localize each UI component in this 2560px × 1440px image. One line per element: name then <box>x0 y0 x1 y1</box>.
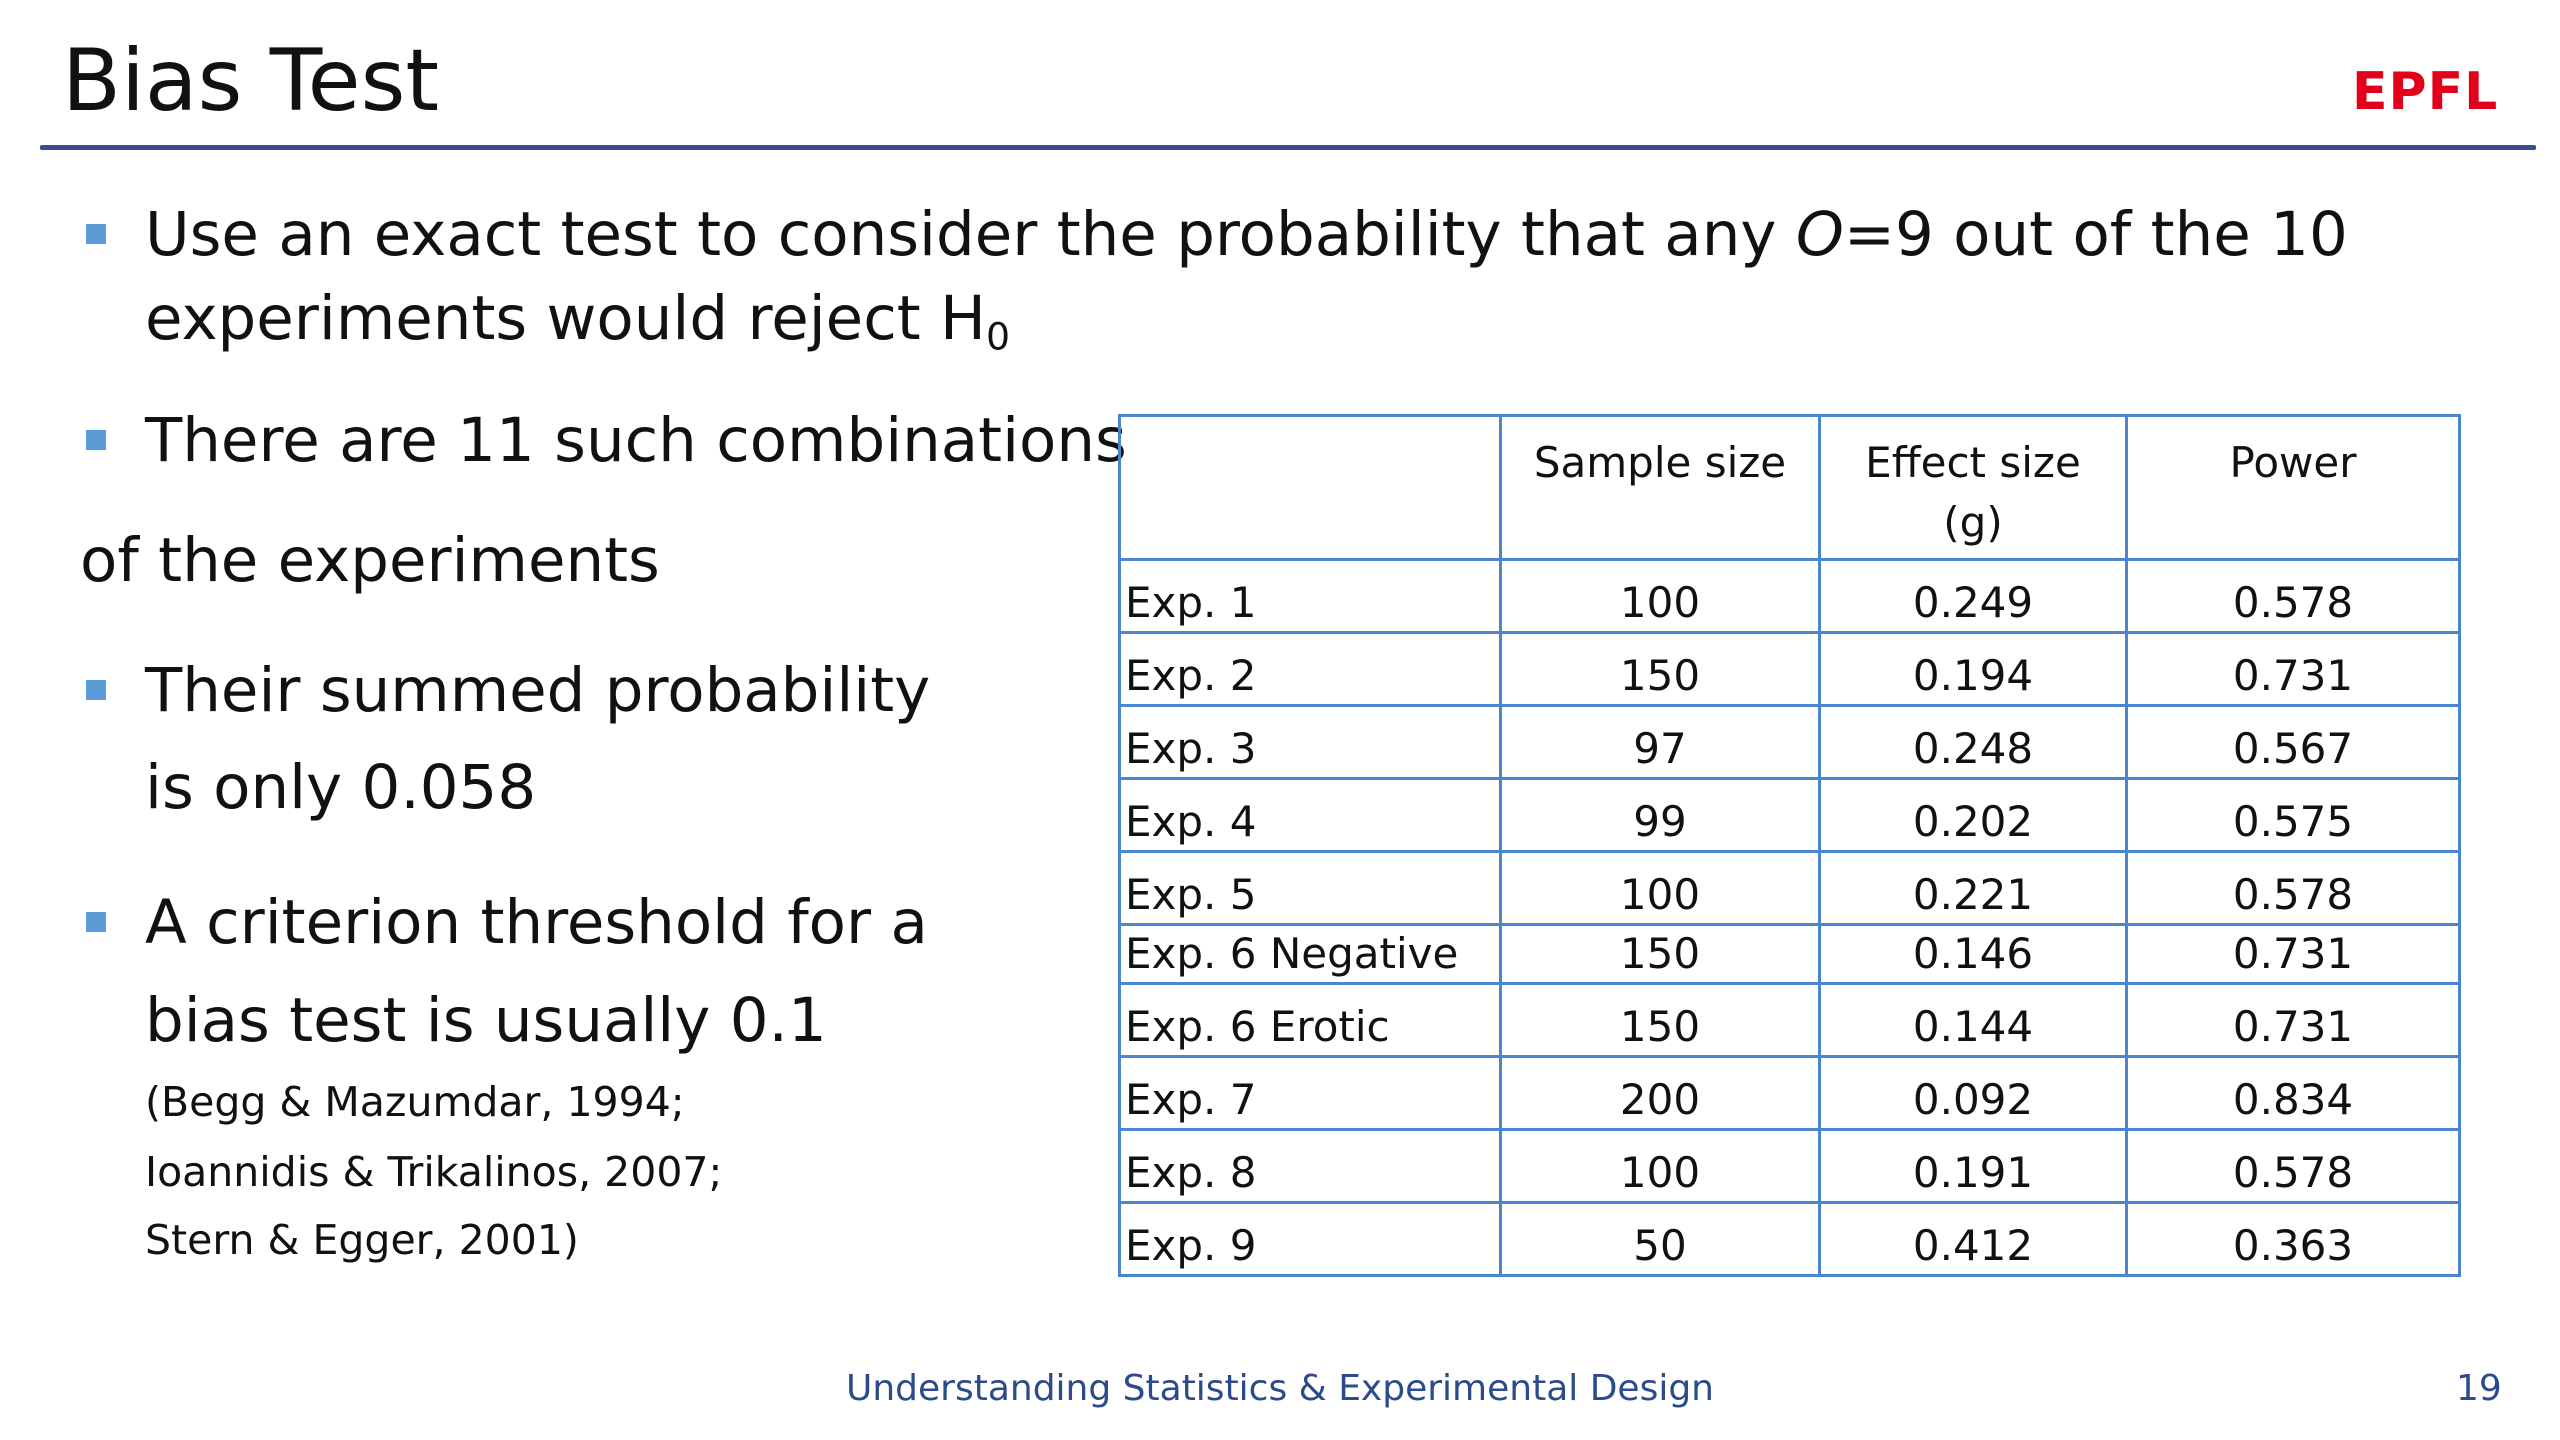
table-row: Exp. 4 99 0.202 0.575 <box>1118 777 2461 853</box>
cell-power: 0.731 <box>2125 923 2461 985</box>
cell-experiment: Exp. 8 <box>1118 1128 1502 1204</box>
cell-sample-size: 150 <box>1499 923 1821 985</box>
bullet-2-line-2: of the experiments <box>80 525 660 596</box>
cell-experiment: Exp. 3 <box>1118 704 1502 780</box>
table-row: Exp. 2 150 0.194 0.731 <box>1118 631 2461 707</box>
cell-effect-size: 0.092 <box>1818 1055 2128 1131</box>
bullet-marker <box>86 224 106 244</box>
bullet-marker <box>86 912 106 932</box>
slide-title: Bias Test <box>62 31 440 131</box>
cell-power: 0.363 <box>2125 1201 2461 1277</box>
cell-power: 0.731 <box>2125 631 2461 707</box>
cell-experiment: Exp. 7 <box>1118 1055 1502 1131</box>
cell-effect-size: 0.248 <box>1818 704 2128 780</box>
table-row: Exp. 7 200 0.092 0.834 <box>1118 1055 2461 1131</box>
cell-sample-size: 100 <box>1499 850 1821 926</box>
cell-effect-size: 0.194 <box>1818 631 2128 707</box>
cell-experiment: Exp. 1 <box>1118 558 1502 634</box>
bullet-marker <box>86 680 106 700</box>
table-row: Exp. 6 Erotic 150 0.144 0.731 <box>1118 982 2461 1058</box>
cell-effect-size: 0.412 <box>1818 1201 2128 1277</box>
bullet-1-line-1: Use an exact test to consider the probab… <box>145 199 2348 270</box>
header-power: Power <box>2125 414 2461 561</box>
cell-experiment: Exp. 5 <box>1118 850 1502 926</box>
cell-power: 0.567 <box>2125 704 2461 780</box>
reference-line-1: (Begg & Mazumdar, 1994; <box>145 1078 685 1126</box>
cell-power: 0.578 <box>2125 558 2461 634</box>
page-number: 19 <box>2456 1368 2502 1409</box>
bullet-3-line-1: Their summed probability <box>145 655 931 726</box>
cell-sample-size: 100 <box>1499 1128 1821 1204</box>
bullet-4-line-2: bias test is usually 0.1 <box>145 985 827 1056</box>
reference-line-2: Ioannidis & Trikalinos, 2007; <box>145 1148 723 1196</box>
experiments-table: Sample size Effect size (g) Power Exp. 1… <box>1118 414 2461 1277</box>
cell-effect-size: 0.249 <box>1818 558 2128 634</box>
cell-experiment: Exp. 6 Negative <box>1118 923 1502 985</box>
title-divider <box>40 145 2536 150</box>
cell-sample-size: 99 <box>1499 777 1821 853</box>
table-row: Exp. 6 Negative 150 0.146 0.731 <box>1118 923 2461 985</box>
cell-sample-size: 150 <box>1499 631 1821 707</box>
cell-effect-size: 0.221 <box>1818 850 2128 926</box>
bullet-2-line-1: There are 11 such combinations <box>145 405 1127 476</box>
table-header-row: Sample size Effect size (g) Power <box>1118 414 2461 561</box>
reference-line-3: Stern & Egger, 2001) <box>145 1216 579 1264</box>
footer-course-title: Understanding Statistics & Experimental … <box>845 1368 1714 1409</box>
table-row: Exp. 8 100 0.191 0.578 <box>1118 1128 2461 1204</box>
bullet-1-line-2: experiments would reject H0 <box>145 283 1010 359</box>
cell-sample-size: 200 <box>1499 1055 1821 1131</box>
cell-effect-size: 0.191 <box>1818 1128 2128 1204</box>
cell-effect-size: 0.202 <box>1818 777 2128 853</box>
table-row: Exp. 5 100 0.221 0.578 <box>1118 850 2461 926</box>
table-row: Exp. 3 97 0.248 0.567 <box>1118 704 2461 780</box>
bullet-3-line-2: is only 0.058 <box>145 752 537 823</box>
cell-experiment: Exp. 6 Erotic <box>1118 982 1502 1058</box>
table-row: Exp. 9 50 0.412 0.363 <box>1118 1201 2461 1277</box>
cell-effect-size: 0.146 <box>1818 923 2128 985</box>
header-effect-size: Effect size (g) <box>1818 414 2128 561</box>
cell-power: 0.575 <box>2125 777 2461 853</box>
cell-sample-size: 50 <box>1499 1201 1821 1277</box>
epfl-logo: EPFL <box>2352 62 2499 122</box>
cell-power: 0.578 <box>2125 850 2461 926</box>
cell-effect-size: 0.144 <box>1818 982 2128 1058</box>
cell-power: 0.731 <box>2125 982 2461 1058</box>
cell-sample-size: 150 <box>1499 982 1821 1058</box>
cell-sample-size: 100 <box>1499 558 1821 634</box>
bullet-4-line-1: A criterion threshold for a <box>145 887 928 958</box>
cell-power: 0.578 <box>2125 1128 2461 1204</box>
cell-experiment: Exp. 4 <box>1118 777 1502 853</box>
cell-power: 0.834 <box>2125 1055 2461 1131</box>
header-sample-size: Sample size <box>1499 414 1821 561</box>
table-row: Exp. 1 100 0.249 0.578 <box>1118 558 2461 634</box>
header-experiment <box>1118 414 1502 561</box>
cell-experiment: Exp. 2 <box>1118 631 1502 707</box>
bullet-marker <box>86 430 106 450</box>
cell-experiment: Exp. 9 <box>1118 1201 1502 1277</box>
cell-sample-size: 97 <box>1499 704 1821 780</box>
